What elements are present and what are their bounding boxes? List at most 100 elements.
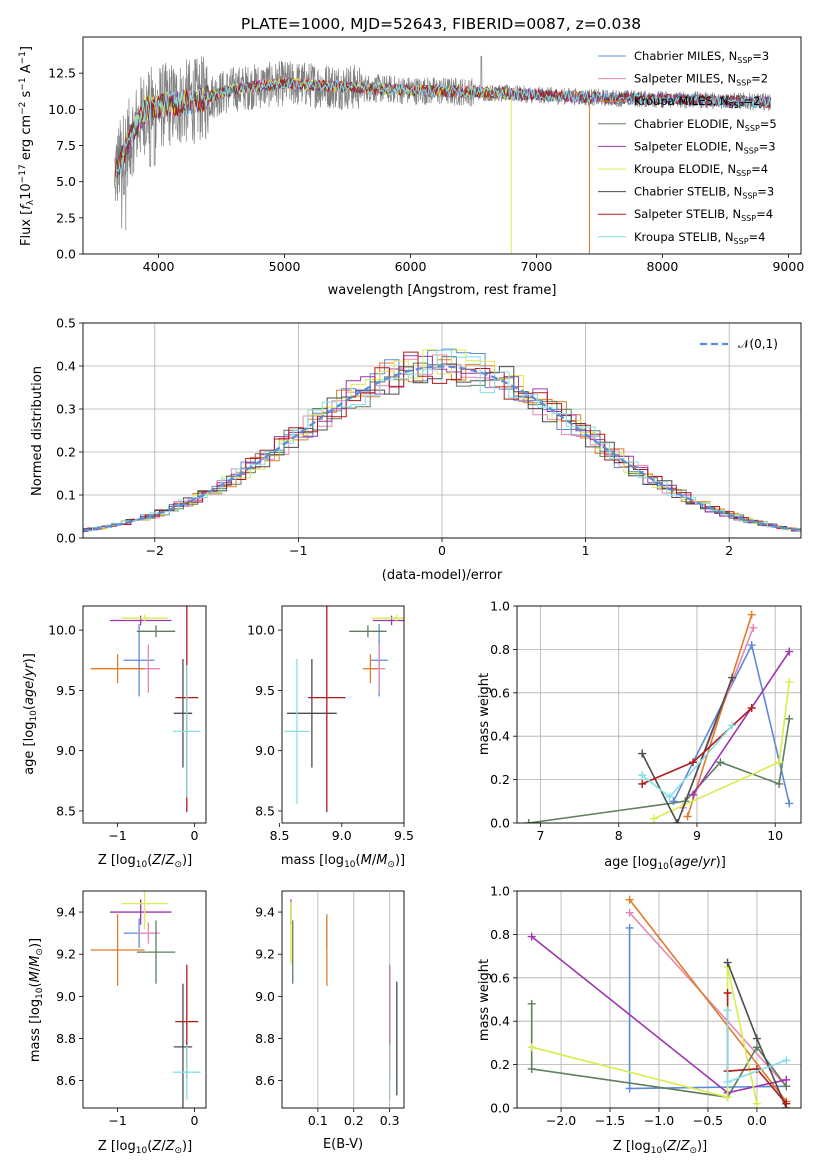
residuals-x-tick-label: 2 (725, 543, 733, 558)
spectrum-y-tick-label: 10.0 (48, 102, 76, 117)
massweight-vs-Z-x-tick-label: −1.0 (644, 1113, 674, 1128)
age-vs-Z-panel: −1 0 8.5 9.0 9.5 10.0 Z [log10(Z/Z⊙)] age [log1… (22, 605, 207, 870)
mass-weight-marker (782, 1056, 791, 1065)
normal-legend-label: 𝒩(0,1) (738, 337, 778, 351)
spectrum-y-label: Flux [fλ10−17 erg cm−2 s−1 A−1] (18, 46, 36, 246)
mass-weight-line-chabrier-stelib (641, 677, 733, 823)
mass-vs-Z-x-tick-label: 0 (190, 1113, 198, 1128)
mass-weight-marker (524, 819, 533, 823)
residuals-x-label: (data-model)/error (382, 568, 503, 583)
legend-entry: Chabrier STELIB, NSSP=3 (634, 185, 774, 201)
residuals-y-tick-label: 0.2 (56, 445, 76, 460)
massweight-vs-age-x-tick-label: 7 (536, 828, 544, 843)
mass-weight-line-kroupa-elodie (531, 966, 758, 1104)
residual-histogram-salpeter-stelib (83, 351, 801, 532)
mass-weight-marker (527, 932, 536, 941)
massweight-vs-age-x-label: age [log10(age/yr)] (604, 855, 726, 872)
mass-weight-marker (638, 779, 647, 788)
mass-vs-ebv-y-tick-label: 9.4 (255, 905, 275, 920)
residuals-panel: −2 −1 0 1 2 0.0 0.1 0.2 0.3 0.4 0.5 (data-model)/er… (30, 316, 802, 583)
mass-weight-line-kroupa-miles (686, 614, 753, 817)
massweight-vs-Z-y-tick-label: 0.4 (490, 1014, 510, 1029)
axes-frame (281, 605, 405, 824)
axes-frame (516, 890, 802, 1109)
mass-vs-ebv-y-tick-label: 9.2 (255, 947, 275, 962)
age-vs-mass-y-tick-label: 9.0 (255, 743, 275, 758)
mass-vs-ebv-panel: 0.1 0.2 0.3 8.6 8.8 9.0 9.2 9.4 E(B-V) (255, 890, 405, 1152)
mass-weight-marker (689, 758, 698, 767)
massweight-vs-Z-y-label: mass weight (477, 959, 492, 1041)
mass-weight-marker (775, 779, 784, 788)
age-vs-Z-y-tick-label: 8.5 (56, 803, 76, 818)
mass-weight-marker (527, 1064, 536, 1073)
mass-weight-marker (716, 758, 725, 767)
mass-weight-marker (752, 1043, 761, 1052)
massweight-vs-age-panel: 7 8 9 10 0.0 0.2 0.4 0.6 0.8 1.0 age [log10(age/yr… (477, 599, 802, 872)
mass-vs-ebv-x-tick-label: 0.1 (308, 1113, 328, 1128)
mass-weight-marker (749, 623, 758, 632)
mass-weight-marker (625, 923, 634, 932)
age-vs-mass-x-tick-label: 9.5 (394, 828, 414, 843)
plot-area (290, 899, 398, 1100)
mass-vs-ebv-y-tick-label: 8.6 (255, 1073, 275, 1088)
mass-weight-marker (782, 1075, 791, 1084)
mass-weight-marker (747, 641, 756, 650)
mass-weight-marker (775, 758, 784, 767)
legend-entry: Chabrier MILES, NSSP=3 (634, 49, 769, 65)
age-vs-Z-y-label: age [log10(age/yr)] (22, 653, 39, 775)
mass-weight-line-salpeter-elodie (692, 651, 790, 796)
mass-vs-Z-y-tick-label: 8.8 (56, 1031, 76, 1046)
spectrum-panel: 4000 5000 6000 7000 8000 9000 0.0 2.5 5.0 7.5 10.0… (18, 36, 804, 298)
residual-histogram-kroupa-stelib (83, 349, 801, 532)
mass-weight-marker (785, 714, 794, 723)
massweight-vs-Z-x-tick-label: 0.0 (747, 1113, 767, 1128)
mass-vs-Z-x-tick-label: −1 (108, 1113, 126, 1128)
mass-vs-Z-y-tick-label: 9.2 (56, 947, 76, 962)
mass-vs-ebv-x-label: E(B-V) (323, 1137, 363, 1152)
spectrum-x-label: wavelength [Angstrom, rest frame] (328, 283, 557, 298)
mass-weight-line-kroupa-miles (628, 899, 787, 1102)
mass-vs-ebv-x-tick-label: 0.3 (380, 1113, 400, 1128)
age-vs-Z-y-tick-label: 9.0 (56, 743, 76, 758)
legend-entry: Chabrier ELODIE, NSSP=5 (634, 117, 777, 133)
spectrum-y-tick-label: 12.5 (48, 66, 76, 81)
spectrum-x-tick-label: 5000 (269, 259, 301, 274)
mass-weight-line-chabrier-elodie (528, 718, 791, 823)
mass-vs-ebv-y-tick-label: 9.0 (255, 989, 275, 1004)
age-vs-mass-panel: 8.5 9.0 9.5 8.5 9.0 9.5 10.0 mass [log10(M/M⊙)] (247, 605, 414, 870)
mass-weight-marker (747, 703, 756, 712)
spectrum-x-tick-label: 6000 (395, 259, 427, 274)
massweight-vs-age-y-tick-label: 1.0 (490, 599, 510, 614)
legend-entry: Kroupa STELIB, NSSP=4 (634, 230, 765, 246)
legend-entry: Salpeter ELODIE, NSSP=3 (634, 139, 776, 155)
mass-weight-marker (782, 1099, 791, 1108)
massweight-vs-Z-x-tick-label: −1.5 (595, 1113, 625, 1128)
spectrum-y-tick-label: 0.0 (56, 247, 76, 262)
plot-area (114, 55, 772, 254)
residuals-y-tick-label: 0.4 (56, 359, 76, 374)
spectrum-y-tick-label: 5.0 (56, 174, 76, 189)
residual-histogram-kroupa-elodie (83, 349, 801, 532)
plot-area (83, 348, 801, 533)
figure-title: PLATE=1000, MJD=52643, FIBERID=0087, z=0… (241, 15, 641, 33)
spectrum-y-tick-label: 7.5 (56, 138, 76, 153)
legend-entry: Kroupa MILES, NSSP=2 (634, 94, 760, 110)
massweight-vs-Z-y-tick-label: 0.2 (490, 1057, 510, 1072)
model-spectrum-salpeter-stelib (114, 77, 772, 188)
mass-weight-marker (625, 895, 634, 904)
mass-weight-marker (649, 814, 658, 823)
massweight-vs-age-y-tick-label: 0.8 (490, 642, 510, 657)
mass-weight-marker (752, 1034, 761, 1043)
mass-weight-marker (723, 1093, 732, 1102)
spectrum-x-tick-label: 9000 (772, 259, 804, 274)
massweight-vs-age-x-tick-label: 8 (615, 828, 623, 843)
massweight-vs-age-y-tick-label: 0.4 (490, 729, 510, 744)
mass-vs-ebv-x-tick-label: 0.2 (344, 1113, 364, 1128)
massweight-vs-Z-x-tick-label: −2.0 (546, 1113, 576, 1128)
axes-frame (516, 605, 802, 824)
mass-weight-marker (669, 797, 678, 806)
axes-frame (281, 890, 405, 1109)
mass-weight-marker (723, 1077, 732, 1086)
mass-weight-marker (785, 647, 794, 656)
plot-area (284, 606, 404, 813)
